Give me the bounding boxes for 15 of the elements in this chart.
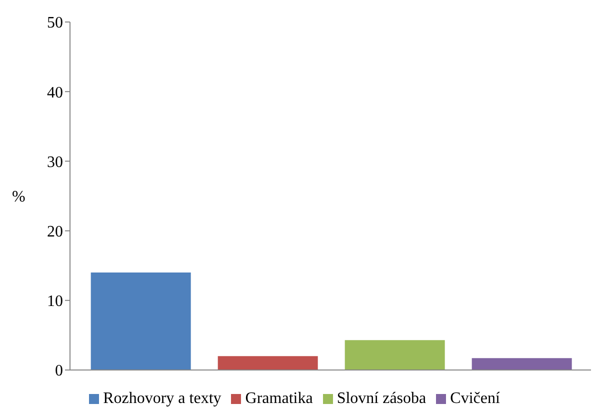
y-tick-label: 10 (47, 293, 63, 310)
y-tick-label: 40 (47, 84, 63, 102)
bar (472, 358, 572, 370)
bar (90, 272, 191, 370)
legend-label: Slovní zásoba (336, 390, 426, 407)
y-tick-label: 0 (55, 362, 63, 380)
y-tick-label: 30 (47, 154, 63, 171)
legend-label: Rozhovory a texty (103, 390, 222, 407)
y-axis-title: % (12, 188, 26, 206)
y-tick-label: 50 (47, 14, 63, 32)
bar (218, 356, 318, 370)
legend-label: Gramatika (245, 390, 313, 407)
y-tick-label: 20 (47, 223, 63, 240)
legend-label: Cvičení (450, 390, 500, 407)
bar (344, 340, 445, 370)
